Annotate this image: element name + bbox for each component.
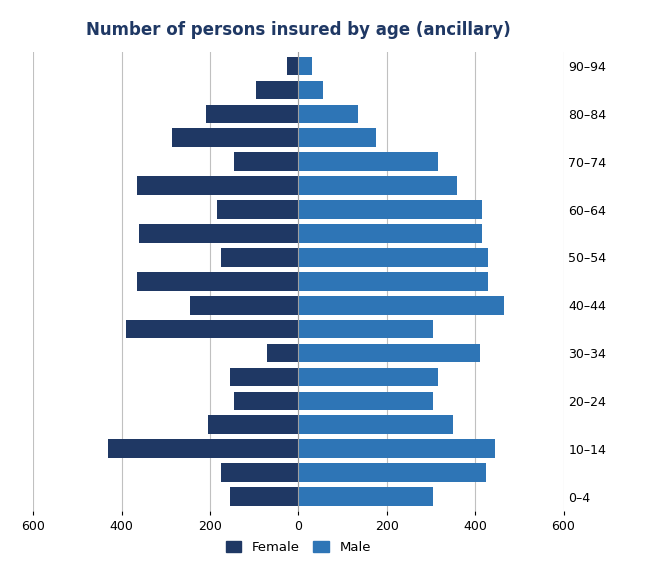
Bar — [298, 320, 433, 339]
Bar — [139, 224, 298, 243]
Bar — [298, 80, 323, 99]
Title: Number of persons insured by age (ancillary): Number of persons insured by age (ancill… — [86, 21, 511, 39]
Bar — [257, 80, 298, 99]
Bar — [172, 129, 298, 147]
Bar — [298, 248, 489, 267]
Bar — [190, 296, 298, 315]
Bar — [217, 200, 298, 219]
Bar — [298, 344, 479, 362]
Legend: Female, Male: Female, Male — [220, 536, 377, 560]
Bar — [298, 463, 486, 482]
Bar — [208, 416, 298, 434]
Bar — [206, 104, 298, 123]
Bar — [298, 272, 489, 290]
Bar — [298, 439, 495, 458]
Bar — [267, 344, 298, 362]
Bar — [298, 367, 438, 386]
Bar — [298, 200, 482, 219]
Bar — [230, 367, 298, 386]
Bar — [298, 57, 312, 75]
Bar — [298, 129, 376, 147]
Bar — [234, 391, 298, 410]
Bar — [298, 176, 457, 195]
Bar — [298, 104, 358, 123]
Bar — [137, 272, 298, 290]
Bar — [298, 152, 438, 171]
Bar — [234, 152, 298, 171]
Bar — [108, 439, 298, 458]
Bar — [298, 224, 482, 243]
Bar — [126, 320, 298, 339]
Bar — [230, 487, 298, 506]
Bar — [221, 248, 298, 267]
Bar — [298, 416, 453, 434]
Bar — [298, 487, 433, 506]
Bar — [287, 57, 298, 75]
Bar — [221, 463, 298, 482]
Bar — [298, 391, 433, 410]
Bar — [298, 296, 504, 315]
Bar — [137, 176, 298, 195]
